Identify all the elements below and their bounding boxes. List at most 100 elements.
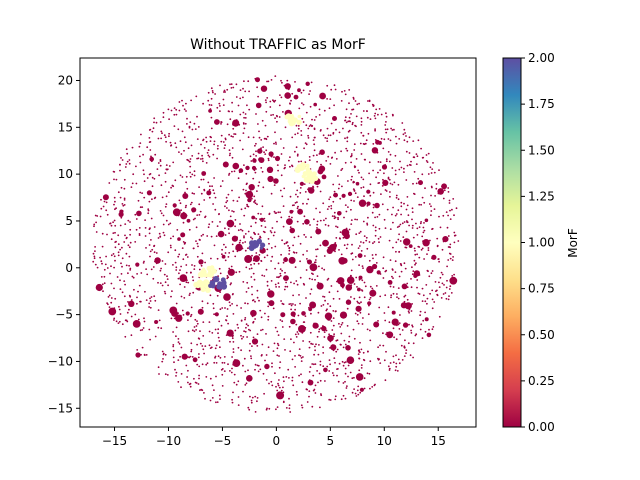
scatter-point (405, 179, 408, 181)
scatter-point (316, 282, 324, 290)
scatter-point (170, 109, 173, 112)
cluster-point (303, 176, 311, 183)
scatter-point (413, 259, 416, 262)
scatter-point (421, 300, 424, 302)
scatter-point (249, 342, 251, 345)
scatter-point (199, 239, 201, 241)
scatter-point (374, 383, 376, 386)
scatter-point (388, 160, 391, 163)
scatter-point (189, 121, 192, 124)
colorbar-tick-label: 1.75 (528, 97, 555, 111)
scatter-point (187, 319, 189, 321)
scatter-point (204, 215, 207, 218)
scatter-point (382, 277, 385, 279)
scatter-point (163, 134, 166, 137)
scatter-point (247, 80, 250, 83)
scatter-point (211, 397, 214, 399)
scatter-point (281, 302, 284, 305)
scatter-point (143, 317, 145, 320)
scatter-point (206, 362, 209, 365)
scatter-point (191, 264, 193, 266)
scatter-point (266, 284, 269, 287)
scatter-point (395, 365, 398, 368)
scatter-point (438, 286, 441, 288)
scatter-point (283, 242, 286, 245)
scatter-point (272, 350, 275, 352)
scatter-point (151, 176, 154, 179)
scatter-point (274, 99, 277, 102)
scatter-point (224, 138, 227, 141)
scatter-point (357, 287, 361, 292)
scatter-point (418, 256, 421, 259)
scatter-point (172, 203, 177, 208)
scatter-point (313, 353, 315, 356)
scatter-point (327, 303, 329, 305)
scatter-point (340, 253, 343, 256)
scatter-point (203, 199, 206, 201)
scatter-point (246, 203, 249, 206)
scatter-point (398, 138, 401, 140)
scatter-point (279, 319, 282, 321)
scatter-point (254, 221, 257, 224)
scatter-point (211, 90, 214, 92)
scatter-point (202, 335, 205, 337)
scatter-point (130, 186, 133, 189)
scatter-point (225, 319, 228, 322)
scatter-point (380, 113, 383, 116)
scatter-point (135, 165, 137, 168)
scatter-point (180, 386, 182, 389)
scatter-point (138, 145, 141, 148)
scatter-point (349, 120, 351, 123)
scatter-point (306, 260, 309, 262)
scatter-point (410, 310, 413, 312)
scatter-point (427, 173, 430, 175)
scatter-point (115, 207, 117, 210)
scatter-point (373, 241, 376, 243)
colorbar-tick-label: 2.00 (528, 51, 555, 65)
scatter-point (144, 219, 147, 222)
scatter-point (240, 208, 243, 211)
scatter-point (251, 285, 253, 288)
scatter-point (178, 342, 181, 345)
scatter-point (302, 202, 304, 205)
scatter-point (398, 322, 401, 324)
scatter-point (183, 149, 185, 152)
scatter-point (452, 198, 455, 200)
scatter-point (117, 191, 120, 194)
scatter-point (119, 248, 121, 251)
scatter-point (347, 120, 350, 123)
scatter-point (193, 192, 196, 195)
scatter-point (321, 326, 324, 329)
scatter-point (135, 262, 140, 267)
scatter-point (189, 171, 192, 174)
scatter-point (245, 183, 248, 186)
scatter-point (337, 277, 345, 285)
scatter-point (196, 343, 199, 346)
scatter-point (430, 214, 432, 217)
scatter-point (308, 159, 311, 162)
scatter-point (315, 343, 317, 346)
scatter-point (244, 249, 247, 252)
scatter-point (167, 284, 170, 287)
scatter-point (329, 134, 332, 137)
scatter-point (400, 344, 403, 347)
scatter-point (232, 86, 235, 89)
scatter-point (146, 273, 149, 276)
scatter-point (178, 199, 181, 202)
scatter-point (180, 346, 183, 349)
scatter-point (293, 315, 296, 318)
scatter-point (148, 200, 151, 203)
scatter-point (257, 364, 260, 367)
scatter-point (201, 171, 207, 176)
scatter-point (316, 223, 319, 226)
scatter-point (223, 89, 226, 92)
scatter-point (423, 229, 426, 232)
scatter-point (391, 183, 394, 186)
scatter-point (366, 328, 369, 331)
scatter-point (354, 392, 357, 395)
scatter-point (397, 198, 400, 201)
scatter-point (121, 291, 124, 294)
scatter-point (298, 374, 300, 377)
scatter-point (407, 342, 410, 345)
scatter-point (351, 123, 354, 126)
